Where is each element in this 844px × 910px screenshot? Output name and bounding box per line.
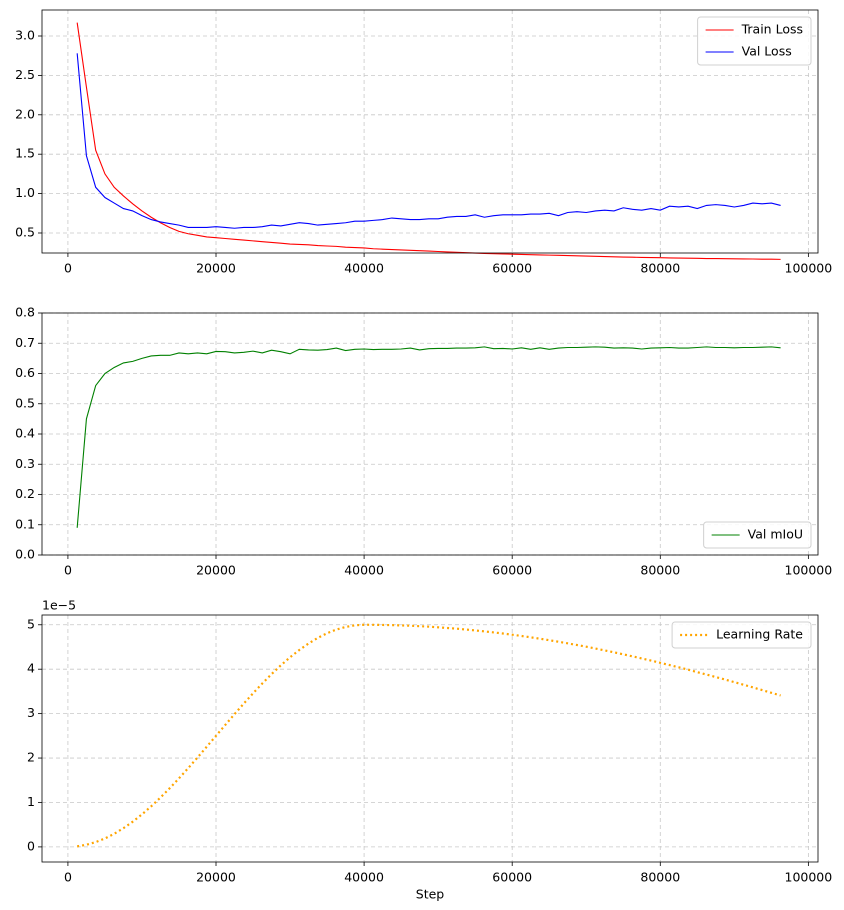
y-tick-label: 2.5 — [15, 67, 35, 82]
x-tick-label: 100000 — [785, 870, 833, 885]
y-tick-label: 1 — [27, 794, 35, 809]
legend-label: Val mIoU — [748, 527, 803, 542]
legend-box — [671, 621, 812, 649]
x-tick-label: 60000 — [492, 870, 532, 885]
axes-frame — [41, 614, 819, 863]
x-tick-label: 20000 — [196, 870, 236, 885]
legend-label: Train Loss — [741, 22, 803, 37]
axes-frame — [41, 312, 819, 556]
x-tick-label: 60000 — [492, 261, 532, 276]
legend-box — [697, 16, 812, 66]
y-tick-label: 2 — [27, 750, 35, 765]
offset-text: 1e−5 — [42, 598, 76, 613]
x-tick-label: 20000 — [196, 261, 236, 276]
legend-label: Val Loss — [742, 44, 792, 59]
x-tick-label: 0 — [64, 563, 72, 578]
x-tick-label: 40000 — [344, 563, 384, 578]
subplot: 0 20000 40000 60000 80000 100000 0 1 2 3 4 5 1e−5 Ste… — [27, 598, 832, 902]
legend: Val mIoU — [703, 521, 812, 549]
x-tick-label: 80000 — [640, 261, 680, 276]
y-tick-label: 0.7 — [15, 335, 35, 350]
y-tick-label: 2.0 — [15, 106, 35, 121]
series-line — [76, 346, 781, 528]
x-tick-label: 80000 — [640, 870, 680, 885]
x-tick-label: 100000 — [785, 563, 833, 578]
legend: Learning Rate — [671, 621, 812, 649]
y-tick-label: 3 — [27, 705, 35, 720]
y-tick-label: 0 — [27, 838, 35, 853]
y-tick-label: 0.1 — [15, 516, 35, 531]
subplot: 0 20000 40000 60000 80000 100000 0.0 0.1 0.2 0.3 0… — [15, 305, 832, 578]
x-tick-label: 100000 — [785, 261, 833, 276]
x-tick-label: 80000 — [640, 563, 680, 578]
y-tick-label: 1.0 — [15, 185, 35, 200]
y-tick-label: 0.5 — [15, 395, 35, 410]
y-tick-label: 0.5 — [15, 224, 35, 239]
x-tick-label: 40000 — [344, 870, 384, 885]
x-tick-label: 40000 — [344, 261, 384, 276]
x-tick-label: 20000 — [196, 563, 236, 578]
y-tick-label: 0.0 — [15, 547, 35, 562]
x-tick-label: 0 — [64, 261, 72, 276]
subplot: 0 20000 40000 60000 80000 100000 0.5 1.0 1.5 2.0 2… — [15, 9, 833, 276]
y-tick-label: 0.3 — [15, 456, 35, 471]
series-line — [76, 53, 781, 229]
series-line — [76, 22, 781, 260]
series-line — [76, 623, 781, 848]
y-tick-label: 5 — [27, 616, 35, 631]
y-tick-label: 4 — [27, 661, 35, 676]
y-tick-label: 3.0 — [15, 28, 35, 43]
y-tick-label: 0.8 — [15, 305, 35, 320]
legend-box — [703, 521, 812, 549]
x-tick-label: 0 — [64, 870, 72, 885]
y-tick-label: 0.4 — [15, 426, 35, 441]
legend-label: Learning Rate — [716, 627, 803, 642]
y-tick-label: 1.5 — [15, 146, 35, 161]
axes-frame — [41, 9, 819, 254]
x-tick-label: 60000 — [492, 563, 532, 578]
legend: Train Loss Val Loss — [697, 16, 812, 66]
y-tick-label: 0.6 — [15, 365, 35, 380]
y-tick-label: 0.2 — [15, 486, 35, 501]
x-axis-label: Step — [416, 887, 445, 902]
